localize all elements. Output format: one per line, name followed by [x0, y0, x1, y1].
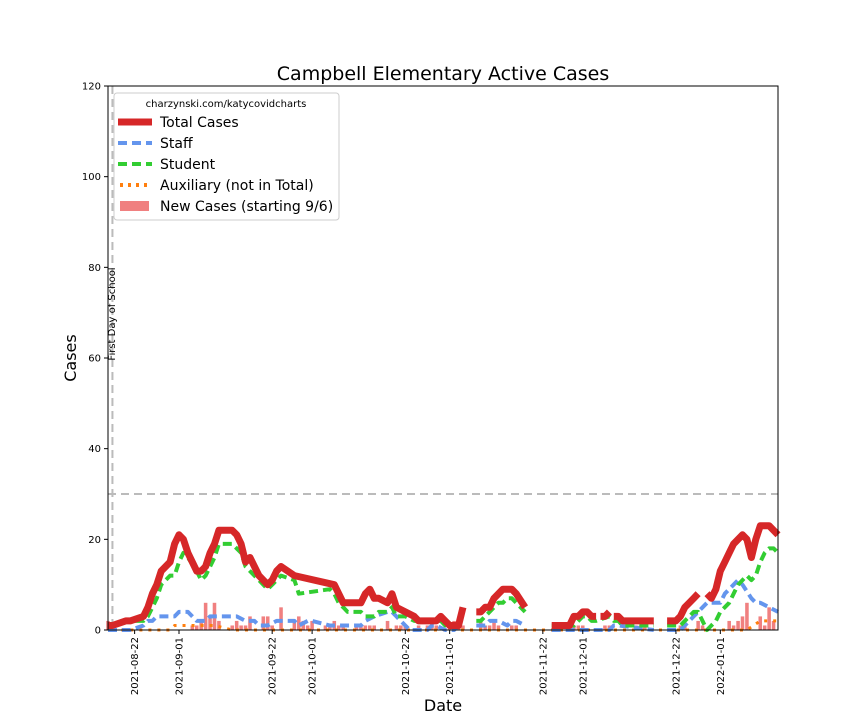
x-tick-label: 2021-09-01 — [175, 637, 186, 695]
new-cases-bar — [643, 625, 647, 630]
new-cases-bar — [310, 620, 314, 630]
legend-entry-new: New Cases (starting 9/6) — [160, 199, 333, 215]
new-cases-bar — [368, 625, 372, 630]
new-cases-bar — [208, 616, 212, 630]
legend-swatch-new — [120, 201, 149, 211]
x-tick-label: 2021-12-01 — [578, 637, 589, 695]
legend: charzynski.com/katycovidcharts Total Cas… — [113, 92, 340, 221]
y-axis-label: Cases — [61, 334, 80, 382]
new-cases-bar — [354, 625, 359, 630]
new-cases-bar — [385, 620, 390, 630]
new-cases-bar — [731, 625, 736, 630]
new-cases-bar — [279, 607, 283, 630]
new-cases-bar — [496, 625, 501, 630]
y-tick-label: 20 — [88, 535, 101, 546]
new-cases-bar — [297, 616, 301, 630]
x-tick-label: 2021-10-01 — [308, 637, 319, 695]
new-cases-bar — [416, 625, 421, 630]
total-series-line — [600, 609, 612, 620]
new-cases-bar — [359, 625, 363, 630]
y-tick-label: 40 — [88, 444, 101, 455]
student-series-line — [667, 546, 780, 632]
new-cases-bar — [248, 616, 252, 630]
total-series-line — [704, 522, 781, 602]
new-cases-bar — [434, 625, 439, 630]
new-cases-bar — [700, 625, 705, 630]
x-tick-label: 2021-10-22 — [401, 637, 412, 695]
staff-series-line — [667, 578, 779, 632]
new-cases-bar — [758, 616, 763, 630]
new-cases-bar — [230, 625, 235, 630]
new-cases-bar — [736, 620, 740, 630]
legend-title: charzynski.com/katycovidcharts — [146, 99, 307, 110]
student-series-line — [476, 596, 527, 623]
new-cases-bar — [603, 625, 607, 630]
x-tick-label: 2021-12-22 — [671, 637, 682, 695]
legend-entry-student: Student — [160, 157, 216, 173]
y-tick-label: 0 — [95, 626, 101, 637]
new-cases-bar — [194, 625, 199, 630]
legend-box — [113, 92, 340, 221]
new-cases-bar — [492, 620, 496, 630]
new-cases-bar — [771, 620, 776, 630]
y-tick-label: 80 — [88, 263, 101, 274]
total-series-line — [613, 612, 654, 625]
new-cases-bar — [292, 620, 297, 630]
new-cases-bar — [487, 625, 492, 630]
new-cases-bar — [514, 625, 518, 630]
x-tick-label: 2021-11-01 — [445, 637, 456, 695]
new-cases-bar — [328, 625, 332, 630]
x-tick-label: 2022-01-01 — [716, 637, 727, 695]
legend-entry-staff: Staff — [160, 136, 193, 152]
legend-entry-auxiliary: Auxiliary (not in Total) — [160, 178, 314, 194]
new-cases-bar — [696, 620, 700, 630]
new-cases-bar — [265, 616, 270, 630]
y-tick-label: 60 — [88, 354, 101, 365]
new-cases-bar — [461, 625, 465, 630]
new-cases-bar — [399, 625, 403, 630]
total-series-line — [476, 585, 529, 616]
total-series-line — [551, 608, 597, 629]
new-cases-bar — [239, 625, 243, 630]
new-cases-bar — [190, 625, 195, 630]
new-cases-bar — [234, 620, 239, 630]
new-cases-bar — [305, 625, 310, 630]
legend-entry-total: Total Cases — [159, 115, 239, 131]
new-cases-bar — [767, 607, 771, 630]
new-cases-bar — [762, 625, 767, 630]
total-series-line — [667, 591, 701, 625]
staff-series-line — [476, 618, 527, 628]
first-day-annotation: First Day of School — [107, 267, 118, 360]
new-cases-bar — [745, 602, 749, 630]
new-cases-bar — [243, 625, 248, 630]
y-tick-label: 100 — [82, 172, 101, 183]
x-tick-label: 2021-08-22 — [130, 637, 141, 695]
new-cases-bar — [363, 625, 368, 630]
total-series-line — [108, 526, 467, 629]
x-axis-label: Date — [424, 696, 462, 715]
new-cases-bar — [510, 625, 514, 630]
chart-title: Campbell Elementary Active Cases — [277, 63, 609, 85]
new-cases-bar — [341, 625, 345, 630]
new-cases-bar — [572, 625, 576, 630]
new-cases-bar — [301, 620, 306, 630]
new-cases-bar — [372, 625, 376, 630]
x-tick-label: 2021-11-22 — [538, 637, 549, 695]
new-cases-bar — [727, 620, 731, 630]
x-tick-label: 2021-09-22 — [268, 637, 279, 695]
axes: 0 20 40 60 80 100 120 2021-08-22 2021-09-01 2021-… — [82, 82, 727, 696]
new-cases-bar — [580, 625, 585, 630]
new-cases-bar — [336, 625, 341, 630]
new-cases-bar — [483, 625, 487, 630]
new-cases-bar — [394, 625, 399, 630]
y-tick-label: 120 — [82, 82, 101, 93]
new-cases-bar — [576, 625, 581, 630]
new-cases-bar — [270, 625, 274, 630]
new-cases-bar — [203, 602, 208, 630]
new-cases-bar — [261, 616, 266, 630]
new-cases-bar — [740, 616, 745, 630]
new-cases-bar — [323, 625, 328, 630]
